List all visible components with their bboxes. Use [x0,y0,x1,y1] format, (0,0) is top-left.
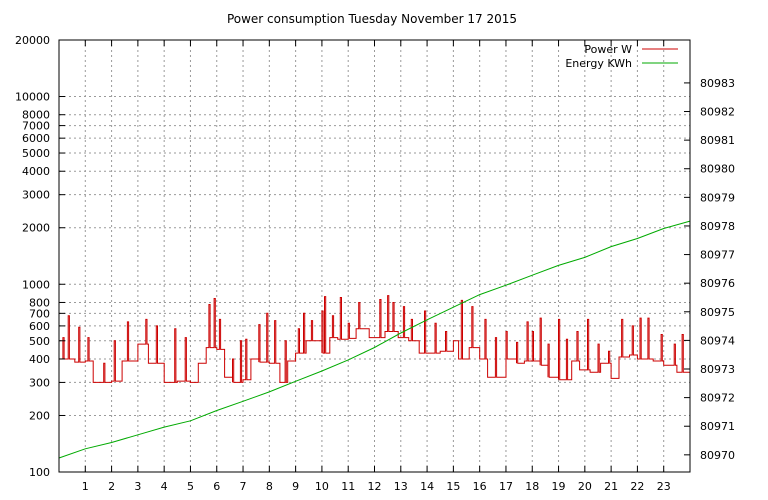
y-tick-label: 100 [29,466,50,479]
y2-tick-label: 80970 [700,449,735,462]
x-tick-label: 9 [292,480,299,493]
chart-title: Power consumption Tuesday November 17 20… [227,12,517,26]
y-tick-label: 10000 [15,91,50,104]
x-tick-label: 10 [315,480,329,493]
y-tick-label: 8000 [22,109,50,122]
y-tick-label: 1000 [22,278,50,291]
x-tick-label: 5 [187,480,194,493]
y2-tick-label: 80971 [700,420,735,433]
y-tick-label: 600 [29,320,50,333]
x-tick-label: 13 [394,480,408,493]
y-tick-label: 700 [29,307,50,320]
x-tick-label: 12 [368,480,382,493]
y2-tick-label: 80975 [700,306,735,319]
y2-tick-label: 80973 [700,363,735,376]
x-tick-label: 18 [525,480,539,493]
y2-axis-tick-labels: 80970 80971 80972 80973 80974 80975 80976 80977… [700,77,735,462]
x-tick-label: 21 [604,480,618,493]
x-tick-label: 7 [240,480,247,493]
legend: Power W Energy KWh [565,43,678,70]
x-tick-label: 3 [134,480,141,493]
y-tick-label: 300 [29,376,50,389]
x-tick-label: 20 [578,480,592,493]
y2-tick-label: 80976 [700,277,735,290]
x-tick-label: 22 [630,480,644,493]
x-tick-label: 1 [82,480,89,493]
y2-tick-label: 80978 [700,220,735,233]
y-tick-label: 6000 [22,132,50,145]
y2-tick-label: 80980 [700,163,735,176]
grid-lines [59,40,690,472]
x-tick-label: 14 [420,480,434,493]
x-tick-label: 8 [266,480,273,493]
y-tick-label: 500 [29,335,50,348]
x-tick-label: 17 [499,480,513,493]
y-tick-label: 200 [29,409,50,422]
x-tick-label: 23 [657,480,671,493]
y2-tick-label: 80977 [700,249,735,262]
y-tick-label: 7000 [22,120,50,133]
y-tick-label: 800 [29,296,50,309]
legend-power-label: Power W [584,43,632,56]
x-axis-tick-labels: 1 2 3 4 5 6 7 8 9 10 11 12 13 14 15 16 17 18 19 20 21 22 23 [82,480,671,493]
y2-tick-label: 80979 [700,191,735,204]
legend-energy-label: Energy KWh [565,57,632,70]
y-tick-label: 2000 [22,222,50,235]
x-tick-label: 16 [473,480,487,493]
y2-tick-label: 80974 [700,334,735,347]
y2-tick-label: 80982 [700,106,735,119]
x-tick-label: 6 [213,480,220,493]
y2-tick-label: 80972 [700,392,735,405]
axis-ticks [59,39,690,473]
x-tick-label: 2 [108,480,115,493]
x-tick-label: 15 [446,480,460,493]
x-tick-label: 19 [552,480,566,493]
x-tick-label: 11 [341,480,355,493]
y-tick-label: 400 [29,353,50,366]
y-tick-label: 4000 [22,165,50,178]
energy-series-line [58,220,691,459]
y-tick-label: 5000 [22,147,50,160]
y-tick-label: 20000 [15,34,50,47]
power-series-line [59,295,691,383]
x-tick-label: 4 [161,480,168,493]
y2-tick-label: 80981 [700,134,735,147]
y-tick-label: 3000 [22,189,50,202]
plot-series [58,220,691,459]
y2-tick-label: 80983 [700,77,735,90]
